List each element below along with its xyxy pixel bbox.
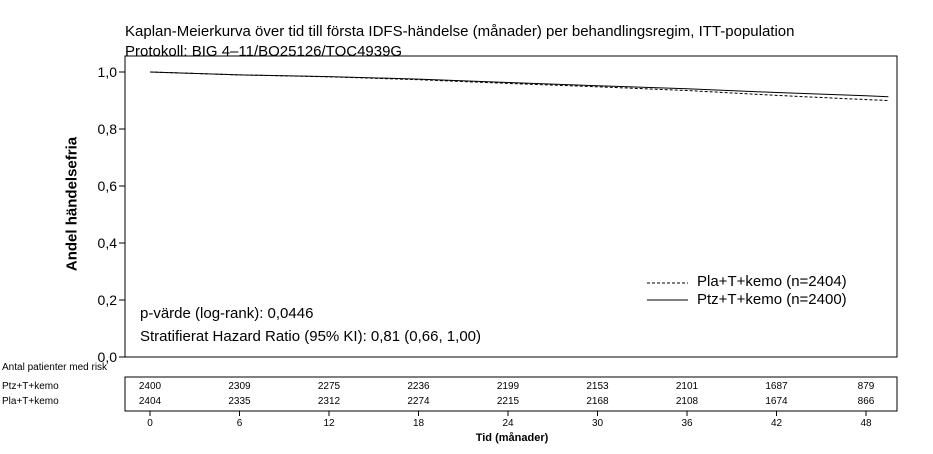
risk-row-label-pla: Pla+T+kemo [2, 396, 59, 407]
y-tick-label: 0,2 [97, 292, 117, 308]
x-tick-label: 42 [770, 418, 783, 429]
risk-table-value: 2101 [675, 381, 699, 392]
risk-table-value: 866 [857, 396, 875, 407]
x-tick-label: 24 [502, 418, 514, 429]
km-curve-pertuzumab [149, 71, 889, 98]
risk-row-label-ptz: Ptz+T+kemo [2, 381, 59, 392]
x-tick-label: 18 [412, 418, 425, 429]
x-tick-label: 30 [591, 418, 604, 429]
risk-table-value: 1674 [765, 396, 788, 407]
y-tick-label: 0,6 [97, 178, 117, 194]
x-tick-label: 36 [681, 418, 693, 429]
legend-label-placebo: Pla+T+kemo (n=2404) [697, 273, 847, 290]
risk-table-value: 2168 [586, 396, 609, 407]
x-tick-label: 0 [147, 418, 153, 429]
hazard-ratio-annotation: Stratifierat Hazard Ratio (95% KI): 0,81… [140, 328, 481, 345]
y-tick-label: 0,8 [97, 121, 117, 137]
risk-table-value: 1687 [765, 381, 788, 392]
risk-table-value: 2108 [675, 396, 699, 407]
risk-table-value: 2236 [407, 381, 430, 392]
risk-table-value: 2335 [228, 396, 251, 407]
risk-table-value: 2404 [138, 396, 162, 407]
risk-table-value: 2275 [317, 381, 341, 392]
y-tick-label: 0,4 [97, 235, 117, 251]
x-tick-label: 6 [236, 418, 243, 429]
plot-frame [124, 55, 898, 358]
risk-table-value: 2274 [407, 396, 430, 407]
risk-table-value: 2153 [586, 381, 609, 392]
risk-table-value: 2309 [228, 381, 251, 392]
x-tick-label: 12 [323, 418, 335, 429]
km-curve-placebo [149, 71, 889, 101]
risk-table-value: 879 [857, 381, 875, 392]
y-tick-label: 0,0 [97, 349, 117, 365]
risk-table-value: 2312 [317, 396, 341, 407]
x-tick-label: 48 [860, 418, 872, 429]
risk-table-value: 2215 [496, 396, 520, 407]
risk-table-header: Antal patienter med risk [2, 362, 108, 373]
p-value-annotation: p-värde (log-rank): 0,0446 [140, 305, 314, 322]
x-axis-label: Tid (månader) [475, 432, 549, 444]
risk-table-value: 2400 [138, 381, 162, 392]
risk-table-value: 2199 [496, 381, 520, 392]
y-tick-label: 1,0 [97, 64, 117, 80]
legend-label-pertuzumab: Ptz+T+kemo (n=2400) [697, 291, 847, 308]
risk-table-box [124, 376, 898, 412]
chart-title-line: Kaplan-Meierkurva över tid till första I… [125, 23, 795, 40]
